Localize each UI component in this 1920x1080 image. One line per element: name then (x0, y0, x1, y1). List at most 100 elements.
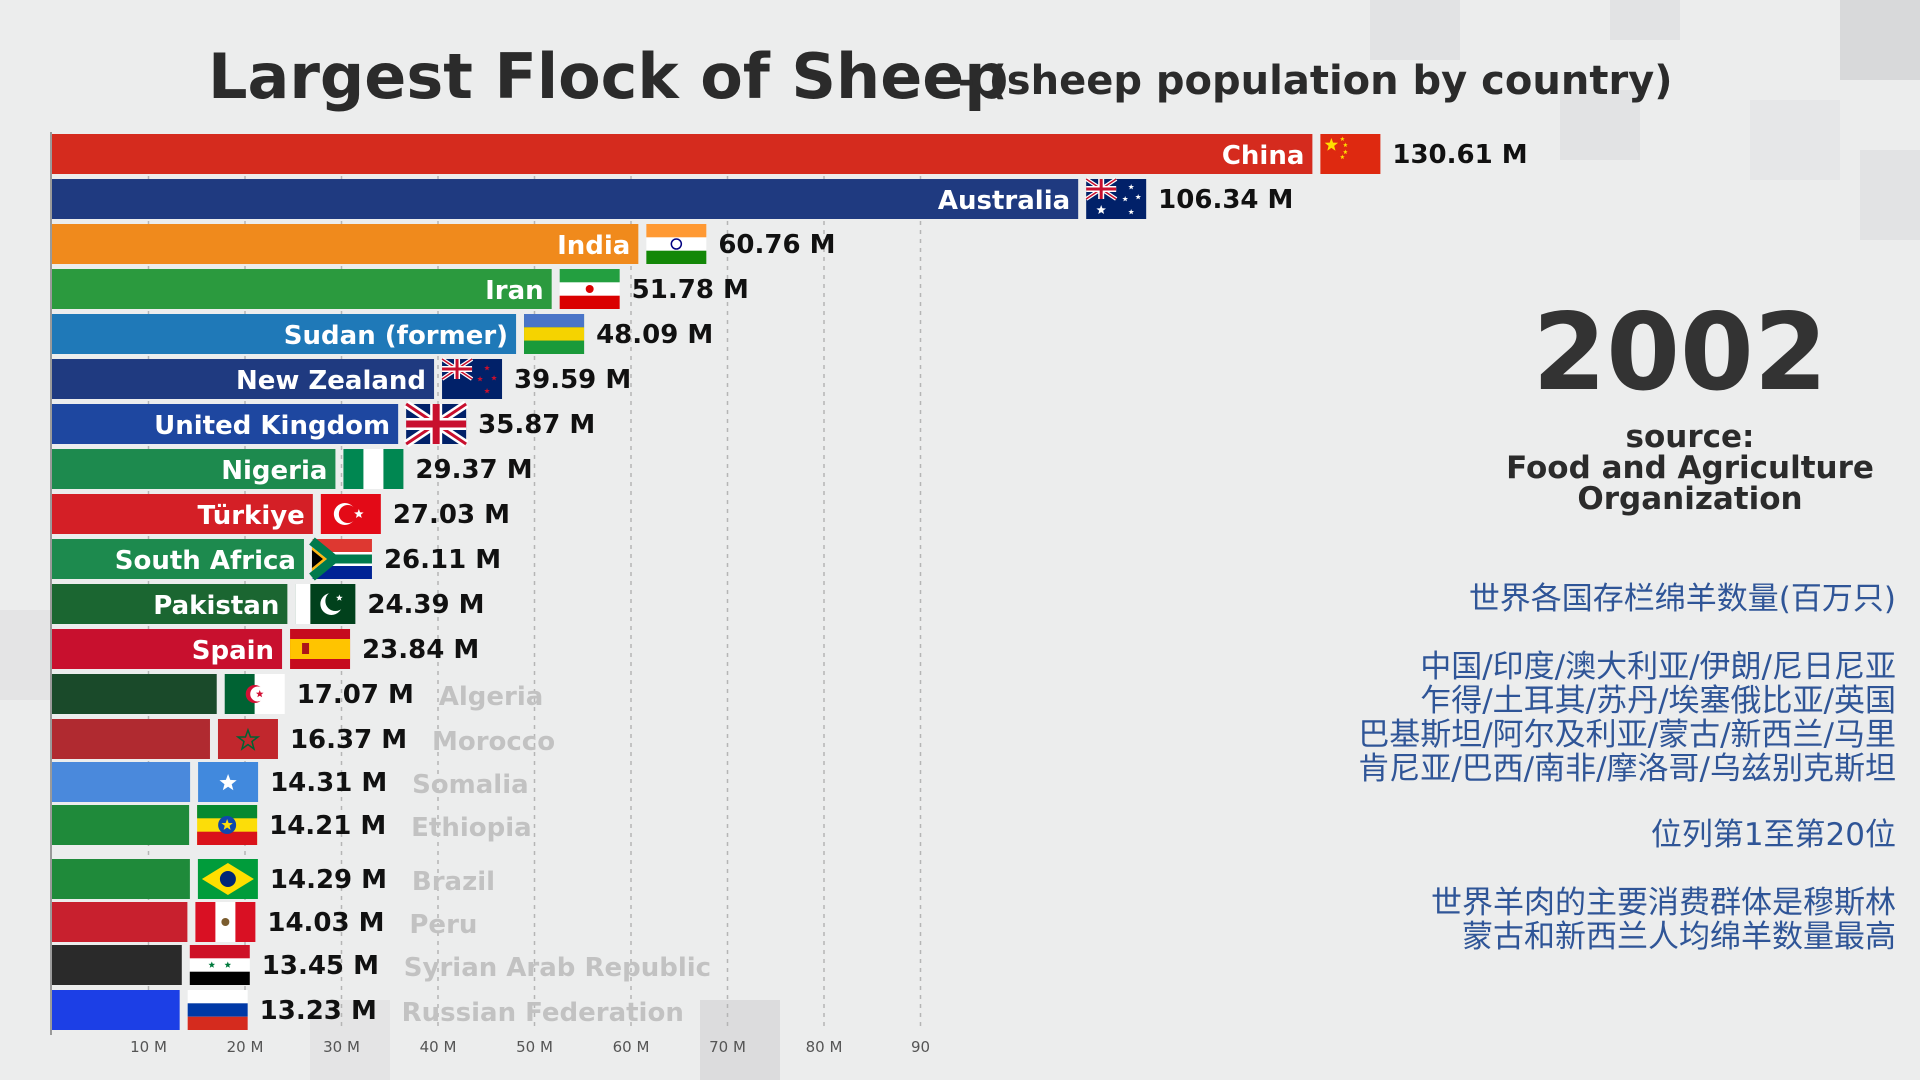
value-label: 29.37 M (415, 455, 532, 485)
flag-peru-icon (195, 902, 256, 942)
country-label: Russian Federation (402, 998, 684, 1028)
flag-nigeria-icon (343, 449, 404, 489)
flag-australia-icon (1085, 177, 1147, 219)
x-tick-label: 40 M (420, 1038, 457, 1056)
country-label: Türkiye (197, 501, 304, 531)
background-square (700, 1000, 780, 1080)
bar-row: 14.31 M Somalia (52, 762, 529, 802)
bar (52, 179, 1079, 219)
background-square (1370, 0, 1460, 60)
bar-row: 27.03 M Türkiye (52, 494, 510, 534)
bar-row: 48.09 M Sudan (former) (52, 314, 713, 354)
x-tick-label: 50 M (516, 1038, 553, 1056)
value-label: 60.76 M (718, 230, 835, 260)
bar-row: 13.23 M Russian Federation (52, 990, 684, 1030)
bar (52, 269, 552, 309)
bar (52, 762, 191, 802)
flag-pakistan-icon (295, 584, 356, 624)
chinese-note-per-capita: 蒙古和新西兰人均绵羊数量最高 (1462, 919, 1896, 955)
bar-row: 23.84 M Spain (52, 629, 479, 669)
value-label: 13.45 M (262, 951, 379, 981)
bar-row: 16.37 M Morocco (52, 719, 555, 759)
bar (52, 224, 639, 264)
bar (52, 629, 283, 669)
bar (52, 449, 336, 489)
chinese-note-countries-4: 肯尼亚/巴西/南非/摩洛哥/乌兹别克斯坦 (1358, 751, 1896, 787)
bar (52, 674, 217, 714)
year-label: 2002 (1532, 291, 1828, 414)
bar (52, 539, 304, 579)
value-label: 14.21 M (269, 811, 386, 841)
bars: 130.61 M China 106.34 M Australia 60.76 M Ind… (52, 134, 1528, 1030)
country-label: Morocco (432, 727, 555, 757)
value-label: 35.87 M (478, 410, 595, 440)
country-label: Nigeria (221, 456, 327, 486)
flag-algeria-icon (224, 674, 285, 714)
value-label: 39.59 M (514, 365, 631, 395)
country-label: India (557, 231, 630, 261)
bar (52, 805, 190, 845)
value-label: 17.07 M (297, 680, 414, 710)
bar-row: 51.78 M Iran (52, 269, 749, 309)
flag-turkey-icon (320, 494, 381, 534)
country-label: Somalia (412, 770, 529, 800)
background-square (310, 1000, 390, 1080)
flag-syria-icon (189, 945, 250, 985)
value-label: 24.39 M (367, 590, 484, 620)
x-axis-ticks: 10 M 20 M 30 M 40 M 50 M 60 M 70 M 80 M 90 (130, 1038, 930, 1056)
country-label: Algeria (439, 682, 544, 712)
source-label: source: (1625, 419, 1755, 455)
bar (52, 859, 190, 899)
flag-ethiopia-icon (197, 805, 258, 845)
flag-uk-icon (403, 400, 469, 448)
country-label: Pakistan (153, 591, 279, 621)
bar (52, 990, 180, 1030)
bar (52, 314, 517, 354)
bar-row: 14.29 M Brazil (52, 859, 495, 899)
country-label: Ethiopia (411, 813, 532, 843)
bar (52, 134, 1313, 174)
country-label: Australia (938, 186, 1070, 216)
background-square (1840, 0, 1920, 80)
x-tick-label: 10 M (130, 1038, 167, 1056)
x-tick-label: 30 M (323, 1038, 360, 1056)
flag-india-icon (646, 224, 707, 264)
chinese-note-consumers: 世界羊肉的主要消费群体是穆斯林 (1431, 885, 1896, 921)
bar-row: 39.59 M New Zealand (52, 357, 631, 399)
country-label: South Africa (115, 546, 296, 576)
value-label: 23.84 M (362, 635, 479, 665)
background-square (1860, 150, 1920, 240)
country-label: Syrian Arab Republic (404, 953, 711, 983)
country-label: Peru (409, 910, 477, 940)
value-label: 106.34 M (1158, 185, 1293, 215)
bar-row: 130.61 M China (52, 134, 1528, 174)
bar (52, 902, 188, 942)
value-label: 130.61 M (1392, 140, 1527, 170)
flag-somalia-icon (198, 762, 259, 802)
background-square (1560, 90, 1640, 160)
bar (52, 359, 435, 399)
bar-row: 106.34 M Australia (52, 177, 1293, 219)
x-tick-label: 20 M (227, 1038, 264, 1056)
flag-china-icon (1320, 134, 1381, 174)
flag-brazil-icon (197, 859, 258, 899)
value-label: 16.37 M (290, 725, 407, 755)
bar-row: 14.03 M Peru (52, 902, 477, 942)
bar (52, 584, 288, 624)
x-tick-label: 80 M (806, 1038, 843, 1056)
flag-spain-icon (290, 629, 351, 669)
country-label: United Kingdom (154, 411, 390, 441)
bar-row: 26.11 M South Africa (52, 537, 501, 581)
bar (52, 719, 210, 759)
chinese-note-countries-2: 乍得/土耳其/苏丹/埃塞俄比亚/英国 (1420, 683, 1896, 719)
bar (52, 404, 399, 444)
chinese-note-countries-1: 中国/印度/澳大利亚/伊朗/尼日尼亚 (1420, 649, 1896, 685)
chart-title: Largest Flock of Sheep (208, 40, 1009, 113)
background-square (1610, 0, 1680, 40)
bar-row: 60.76 M India (52, 224, 836, 264)
country-label: New Zealand (236, 366, 426, 396)
value-label: 27.03 M (393, 500, 510, 530)
value-label: 26.11 M (384, 545, 501, 575)
chart-subtitle: - (sheep population by country) (958, 58, 1673, 104)
